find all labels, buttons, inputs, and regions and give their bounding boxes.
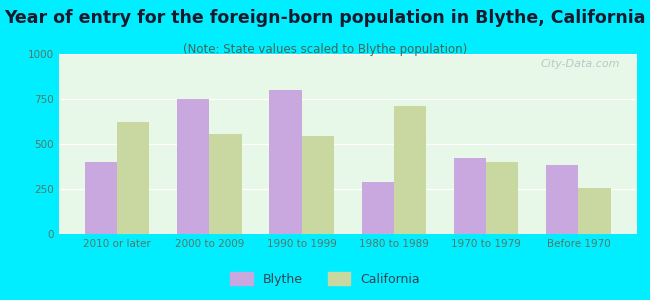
- Legend: Blythe, California: Blythe, California: [225, 267, 425, 291]
- Text: (Note: State values scaled to Blythe population): (Note: State values scaled to Blythe pop…: [183, 44, 467, 56]
- Text: Year of entry for the foreign-born population in Blythe, California: Year of entry for the foreign-born popul…: [5, 9, 645, 27]
- Bar: [486, 162, 519, 234]
- Bar: [361, 182, 394, 234]
- Bar: [177, 99, 209, 234]
- Bar: [546, 165, 578, 234]
- Bar: [209, 134, 242, 234]
- Bar: [578, 188, 611, 234]
- Bar: [117, 122, 150, 234]
- Bar: [394, 106, 426, 234]
- Bar: [269, 90, 302, 234]
- Bar: [302, 136, 334, 234]
- Text: City-Data.com: City-Data.com: [540, 59, 619, 69]
- Bar: [454, 158, 486, 234]
- Bar: [84, 162, 117, 234]
